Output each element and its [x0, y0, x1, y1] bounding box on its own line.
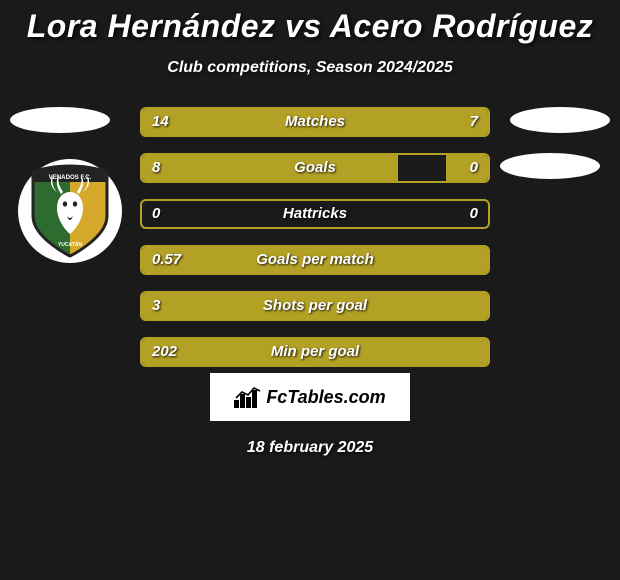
stat-label: Goals per match [142, 247, 488, 273]
stat-label: Min per goal [142, 339, 488, 365]
brand-text: FcTables.com [266, 387, 385, 408]
player-left-placeholder [10, 107, 110, 133]
stat-row: 202Min per goal [140, 337, 490, 367]
comparison-bars: 14Matches78Goals00Hattricks00.57Goals pe… [140, 107, 490, 383]
page-title: Lora Hernández vs Acero Rodríguez [0, 0, 620, 45]
fctables-logo-icon [234, 386, 262, 408]
stat-label: Hattricks [142, 201, 488, 227]
player-right-placeholder [510, 107, 610, 133]
subtitle: Club competitions, Season 2024/2025 [0, 59, 620, 77]
stat-label: Matches [142, 109, 488, 135]
venados-crest-icon: VENADOS F.C. YUCATÁN [27, 164, 113, 258]
stat-label: Shots per goal [142, 293, 488, 319]
stat-row: 8Goals0 [140, 153, 490, 183]
svg-text:YUCATÁN: YUCATÁN [58, 241, 82, 248]
stat-row: 3Shots per goal [140, 291, 490, 321]
stat-label: Goals [142, 155, 488, 181]
stat-value-right: 0 [470, 201, 478, 227]
stat-row: 14Matches7 [140, 107, 490, 137]
club-left-badge: VENADOS F.C. YUCATÁN [18, 159, 122, 263]
stat-row: 0Hattricks0 [140, 199, 490, 229]
stat-value-right: 7 [470, 109, 478, 135]
date-text: 18 february 2025 [0, 439, 620, 457]
stat-value-right: 0 [470, 155, 478, 181]
svg-text:VENADOS F.C.: VENADOS F.C. [49, 174, 92, 181]
stat-row: 0.57Goals per match [140, 245, 490, 275]
club-right-placeholder [500, 153, 600, 179]
